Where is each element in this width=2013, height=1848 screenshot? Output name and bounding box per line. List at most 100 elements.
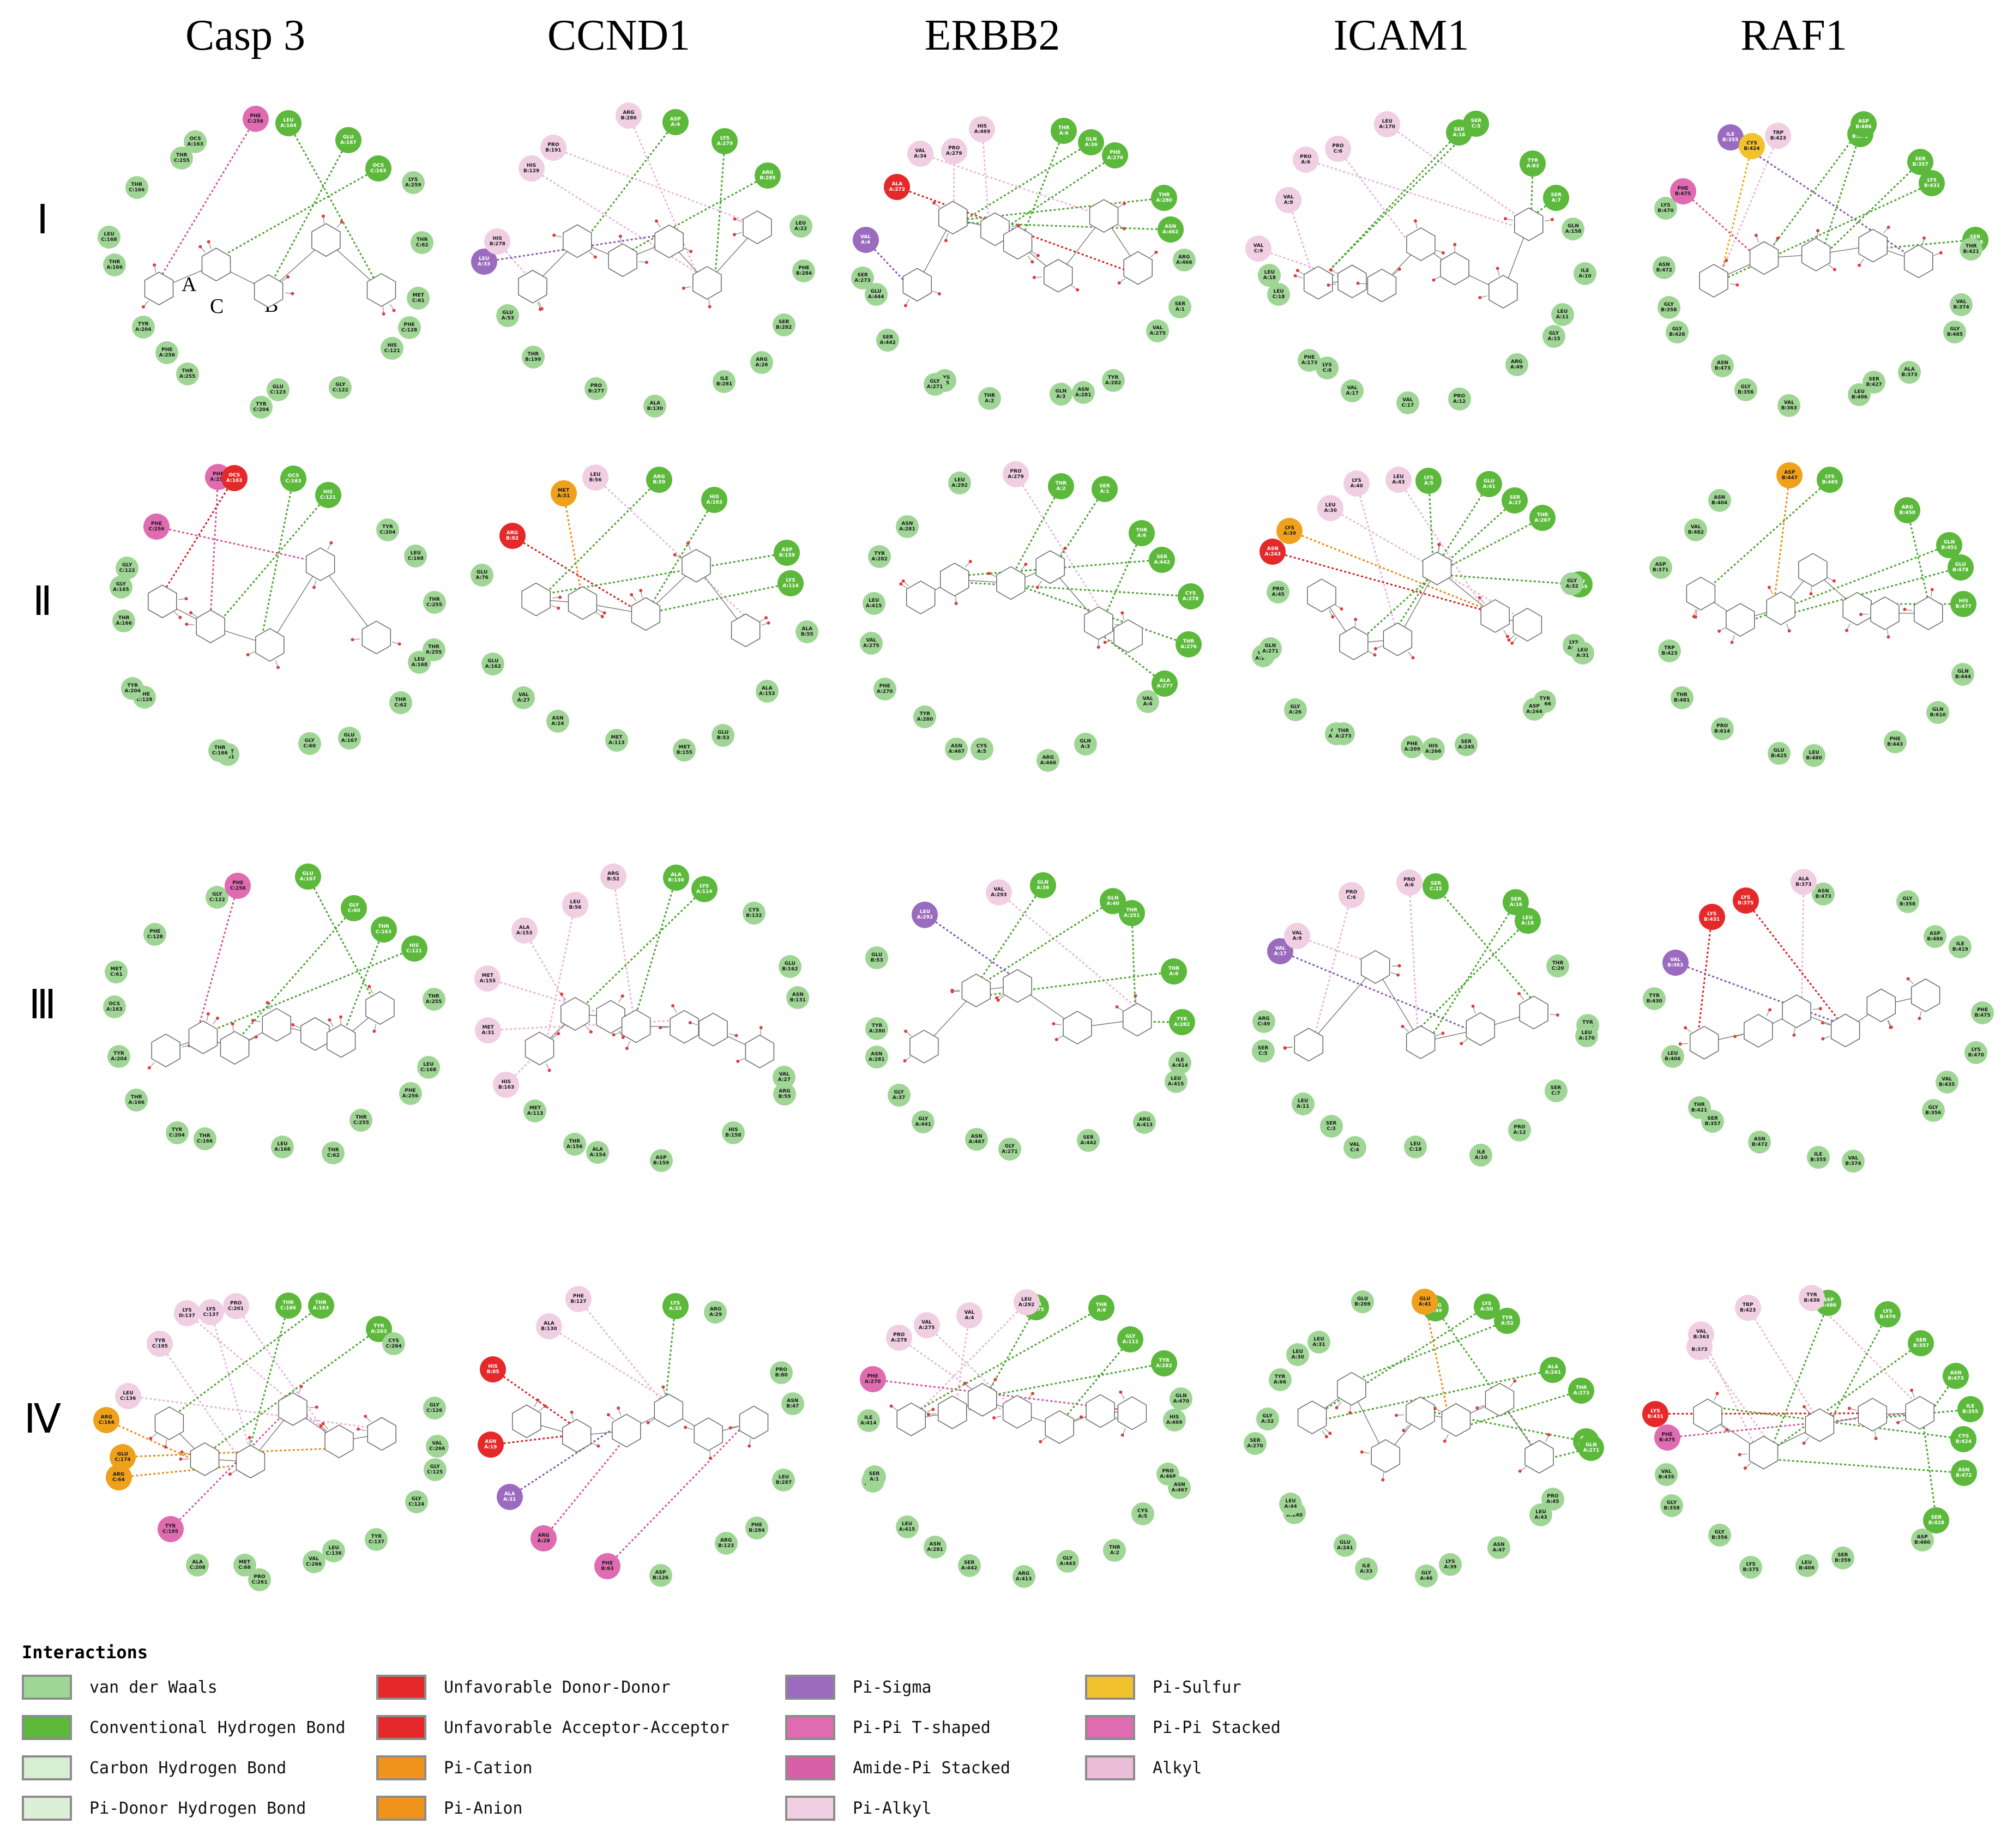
residue-name: PHE [403,322,415,328]
residue-bubble: ASP B:460 [1910,1528,1934,1551]
oxygen-atom [903,1059,907,1063]
residue-name: TYR [256,402,267,408]
residue-id: A:240 [1286,1513,1303,1519]
residue-name: THR [428,644,439,650]
oxygen-atom [552,233,556,237]
residue-bubble: LEU A:11 [1551,303,1574,327]
residue-bubble: TYR A:204 [107,1044,130,1068]
residue-id: A:32 [1565,584,1578,590]
residue-bubble: SER A:27 [1502,487,1528,514]
residue-name: GLN [1086,137,1097,143]
residue-bubble: PHE C:256 [242,106,269,132]
residue-id: C:68 [238,1565,251,1571]
residue-bubble: PHE B:475 [1971,1001,1994,1025]
oxygen-atom [904,1029,908,1033]
oxygen-atom [299,1385,303,1388]
residue-id: A:41 [1482,484,1496,490]
residue-name: PHE [867,1374,878,1380]
residue-name: THR [176,152,188,158]
oxygen-atom [153,263,156,267]
residue-name: GLU [343,733,355,739]
residue-bubble: PHE B:475 [1670,178,1696,204]
residue-id: A:292 [917,914,933,920]
residue-bubble: ALA A:153 [755,680,779,703]
legend-item: Pi-Donor Hydrogen Bond [22,1793,306,1823]
residue-bubble: ASP B:486 [1850,111,1877,138]
oxygen-atom [1329,268,1333,272]
oxygen-atom [266,1001,269,1005]
residue-id: B:472 [1956,1472,1972,1478]
oxygen-atom [372,1029,376,1033]
residue-bubble: SER B:357 [1908,1330,1934,1356]
residue-bubble: VAL B:374 [1841,1150,1865,1173]
residue-bubble: TYR A:282 [868,545,891,568]
residue-name: ASN [901,521,913,527]
residue-id: C:137 [203,1312,219,1318]
residue-name: LYS [700,883,709,889]
interaction-line [1349,1320,1508,1383]
oxygen-atom [231,1022,234,1026]
residue-name: SER [1083,1134,1094,1140]
oxygen-atom [630,593,634,596]
residue-id: B:486 [1855,124,1872,130]
residue-name: PRO [1716,723,1728,729]
residue-name: ASN [792,992,804,998]
residue-id: B:355 [1962,1409,1979,1415]
ligand-ring [525,1031,555,1066]
interaction-line [1412,920,1528,1035]
residue-name: LEU [1410,1142,1421,1148]
residue-id: B:356 [1738,390,1754,396]
residue-name: ASN [971,1133,983,1139]
residue-id: A:5 [1138,1514,1148,1520]
residue-id: C:136 [326,1550,342,1556]
residue-bubble: GLU B:53 [712,724,735,747]
residue-name: SER [882,335,893,341]
residue-name: GLY [1290,704,1300,710]
residue-bubble: GLY B:358 [1896,890,1919,914]
residue-name: PRO [1403,877,1415,883]
legend-swatch [785,1715,835,1740]
ligand-ring [654,224,684,258]
ligand-ring [694,1417,723,1451]
residue-bubble: THR A:6 [1128,520,1155,546]
legend-label: Alkyl [1153,1758,1202,1778]
residue-id: A:272 [889,187,906,193]
ligand-structure [872,1302,1165,1444]
residue-id: C:137 [368,1539,384,1545]
residue-name: GLY [1740,384,1751,390]
ligand-structure [106,1305,396,1530]
residue-name: SER [778,319,789,325]
residue-id: C:255 [353,1120,369,1126]
legend-label: Unfavorable Donor-Donor [444,1677,671,1697]
interaction-panel: ASP A:4 LYS A:279 ARG B:285 LEU A:22 PHE B:284 SER… [453,93,834,442]
residue-id: C:121 [320,494,336,500]
residue-id: B:431 [1924,183,1940,189]
residue-name: GLY [894,1089,904,1095]
residue-bubble: LEU A:292 [948,472,971,495]
residue-id: C:168 [407,555,424,561]
residue-bubble: MET C:68 [233,1554,256,1577]
residue-bubble: LEU A:170 [1374,111,1401,138]
residue-id: A:76 [475,575,489,581]
ligand-ring [939,563,969,596]
ligand-ring [1485,1382,1515,1417]
residue-id: C:62 [415,243,429,249]
oxygen-atom [600,615,604,619]
residue-id: A:270 [877,689,893,695]
residue-name: ARG [709,1306,722,1312]
residue-bubble: VAL C:266 [302,1550,326,1574]
oxygen-atom [1381,1478,1385,1482]
residue-name: LEU [1667,1051,1678,1057]
oxygen-atom [367,985,371,988]
residue-bubble: LEU A:22 [789,215,812,238]
interaction-line [1734,544,1950,628]
residue-id: C:122 [332,388,348,394]
oxygen-atom [1373,653,1377,657]
residue-id: A:248 [1255,655,1271,661]
residue-bubble: GLU A:167 [335,126,361,153]
residue-name: THR [1168,966,1180,972]
residue-id: B:423 [1740,1307,1756,1313]
ring-label-a: A [182,273,197,296]
residue-name: GLU [1484,478,1495,484]
interaction-panel: ASP B:486 LYS B:470 SER B:357 ASN B:473 ILE B:355… [1625,1265,2006,1614]
